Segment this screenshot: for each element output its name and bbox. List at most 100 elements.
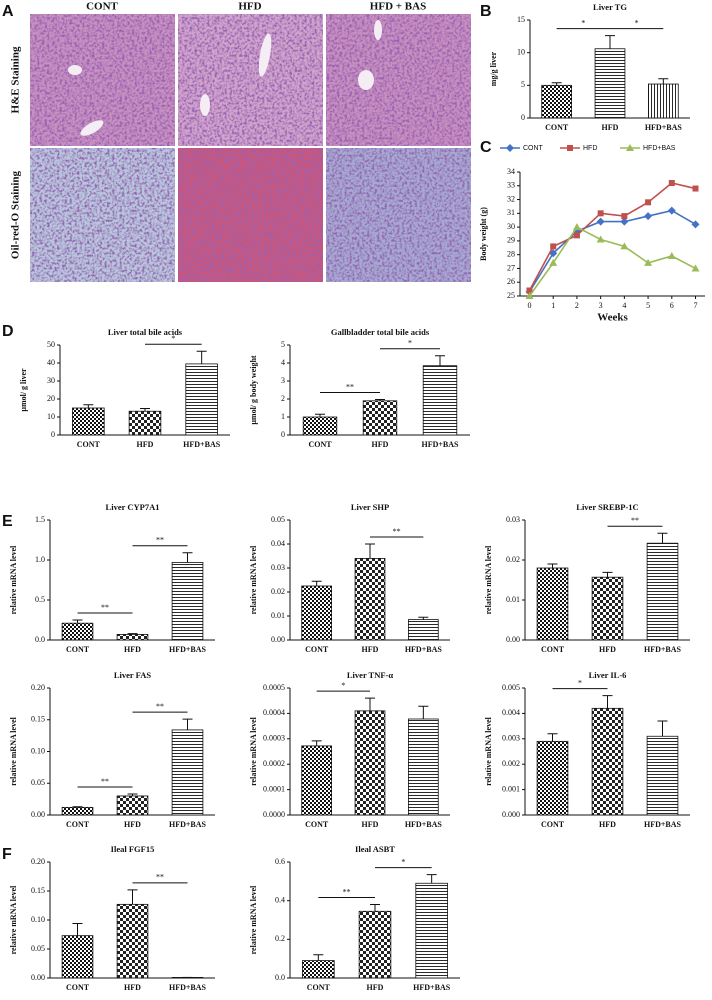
panel-label: C bbox=[480, 139, 492, 156]
marker bbox=[620, 242, 629, 250]
y-tick-label: 0.00 bbox=[31, 973, 45, 982]
y-axis-label: relative mRNA level bbox=[484, 716, 493, 785]
x-tick-label: HFD bbox=[362, 645, 379, 654]
significance-label: ** bbox=[393, 527, 401, 536]
error-bar bbox=[196, 350, 207, 364]
y-axis-label: relative mRNA level bbox=[9, 545, 18, 614]
row-label: Oil-red-O Staining bbox=[10, 170, 22, 259]
y-tick-label: 0.0000 bbox=[263, 810, 285, 819]
y-tick-label: 0.5 bbox=[35, 595, 45, 604]
bar bbox=[358, 910, 392, 979]
x-tick-label: HFD+BAS bbox=[183, 440, 221, 449]
x-tick-label: HFD+BAS bbox=[405, 820, 443, 829]
error-bar bbox=[365, 697, 375, 711]
significance-label: ** bbox=[346, 382, 354, 391]
row-label: H&E Staining bbox=[10, 46, 22, 113]
y-tick-label: 0 bbox=[281, 430, 285, 439]
legend-label: HFD bbox=[583, 145, 597, 152]
bar bbox=[407, 619, 439, 641]
y-tick-label: 3 bbox=[281, 376, 285, 385]
y-tick-label: 0.05 bbox=[31, 944, 45, 953]
y-tick-label: 33 bbox=[507, 181, 515, 190]
y-tick-label: 0.10 bbox=[31, 746, 45, 755]
marker bbox=[526, 287, 533, 294]
y-tick-label: 27 bbox=[507, 263, 515, 272]
y-tick-label: 5 bbox=[521, 80, 525, 89]
chart-title: Ileal ASBT bbox=[355, 844, 395, 854]
y-tick-label: 0.0004 bbox=[263, 708, 285, 717]
error-bar bbox=[313, 954, 324, 961]
y-axis-label: relative mRNA level bbox=[9, 716, 18, 785]
bar bbox=[302, 416, 338, 436]
x-tick-label: CONT bbox=[77, 440, 101, 449]
y-tick-label: 0.01 bbox=[506, 595, 520, 604]
bar bbox=[61, 806, 94, 816]
marker bbox=[550, 243, 557, 250]
y-tick-label: 0.0 bbox=[275, 973, 285, 982]
column-label: HFD + BAS bbox=[370, 1, 426, 13]
marker bbox=[549, 258, 558, 266]
x-tick-label: HFD bbox=[599, 645, 616, 654]
y-tick-label: 0.15 bbox=[31, 886, 45, 895]
significance-label: ** bbox=[101, 603, 109, 612]
x-tick-label: HFD bbox=[602, 123, 619, 132]
marker bbox=[691, 220, 700, 229]
legend-label: CONT bbox=[523, 145, 544, 152]
error-bar bbox=[311, 580, 322, 586]
error-bar bbox=[602, 571, 613, 578]
bar bbox=[116, 903, 149, 979]
series-line bbox=[528, 226, 696, 297]
bar bbox=[646, 735, 679, 816]
marker bbox=[506, 144, 514, 152]
histology-panel: CONT HFD HFD + BAS H&E Staining Oil-red-… bbox=[10, 1, 471, 282]
marker bbox=[667, 252, 676, 260]
x-tick-label: HFD+BAS bbox=[405, 645, 443, 654]
error-bar bbox=[375, 399, 385, 401]
error-bar bbox=[551, 82, 562, 86]
marker bbox=[644, 212, 653, 221]
x-tick-label: CONT bbox=[541, 820, 565, 829]
chart-title: Liver CYP7A1 bbox=[106, 502, 160, 512]
x-tick-label: CONT bbox=[66, 820, 90, 829]
bar bbox=[72, 407, 105, 436]
error-bar bbox=[365, 543, 375, 559]
bar bbox=[171, 729, 204, 816]
oil-red-image bbox=[178, 148, 323, 282]
significance-label: * bbox=[171, 334, 175, 343]
bar bbox=[301, 745, 333, 816]
x-tick-label: 1 bbox=[551, 301, 555, 310]
y-tick-label: 30 bbox=[507, 222, 515, 231]
error-bar bbox=[602, 695, 613, 709]
chart-title: Liver SHP bbox=[351, 502, 389, 512]
significance-label: ** bbox=[343, 887, 351, 896]
error-bar bbox=[657, 532, 668, 544]
y-tick-label: 28 bbox=[507, 249, 515, 258]
bar bbox=[591, 576, 624, 641]
error-bar bbox=[72, 922, 83, 936]
y-tick-label: 0.15 bbox=[31, 715, 45, 724]
error-bar bbox=[311, 740, 322, 746]
marker bbox=[597, 210, 604, 217]
y-tick-label: 4 bbox=[281, 358, 285, 367]
panel-label: A bbox=[2, 3, 14, 20]
error-bar bbox=[605, 35, 615, 49]
chart-title: Liver FAS bbox=[114, 670, 151, 680]
he-image bbox=[30, 14, 175, 146]
bar bbox=[301, 585, 333, 641]
y-axis-label: μmol/ g body weight bbox=[249, 355, 258, 425]
bar bbox=[116, 795, 149, 816]
significance-label: * bbox=[408, 339, 412, 348]
y-tick-label: 0.10 bbox=[31, 915, 45, 924]
chart-title: Gallbladder total bile acids bbox=[331, 327, 430, 337]
x-tick-label: CONT bbox=[307, 983, 331, 992]
y-tick-label: 1 bbox=[281, 412, 285, 421]
panel-label: E bbox=[2, 513, 13, 530]
y-tick-label: 0.005 bbox=[502, 683, 520, 692]
error-bar bbox=[72, 619, 83, 624]
x-tick-label: CONT bbox=[545, 123, 569, 132]
y-tick-label: 31 bbox=[507, 208, 515, 217]
x-axis-label: Weeks bbox=[597, 312, 628, 324]
vessel bbox=[200, 94, 210, 116]
y-tick-label: 0.20 bbox=[31, 683, 45, 692]
y-tick-label: 32 bbox=[507, 194, 515, 203]
